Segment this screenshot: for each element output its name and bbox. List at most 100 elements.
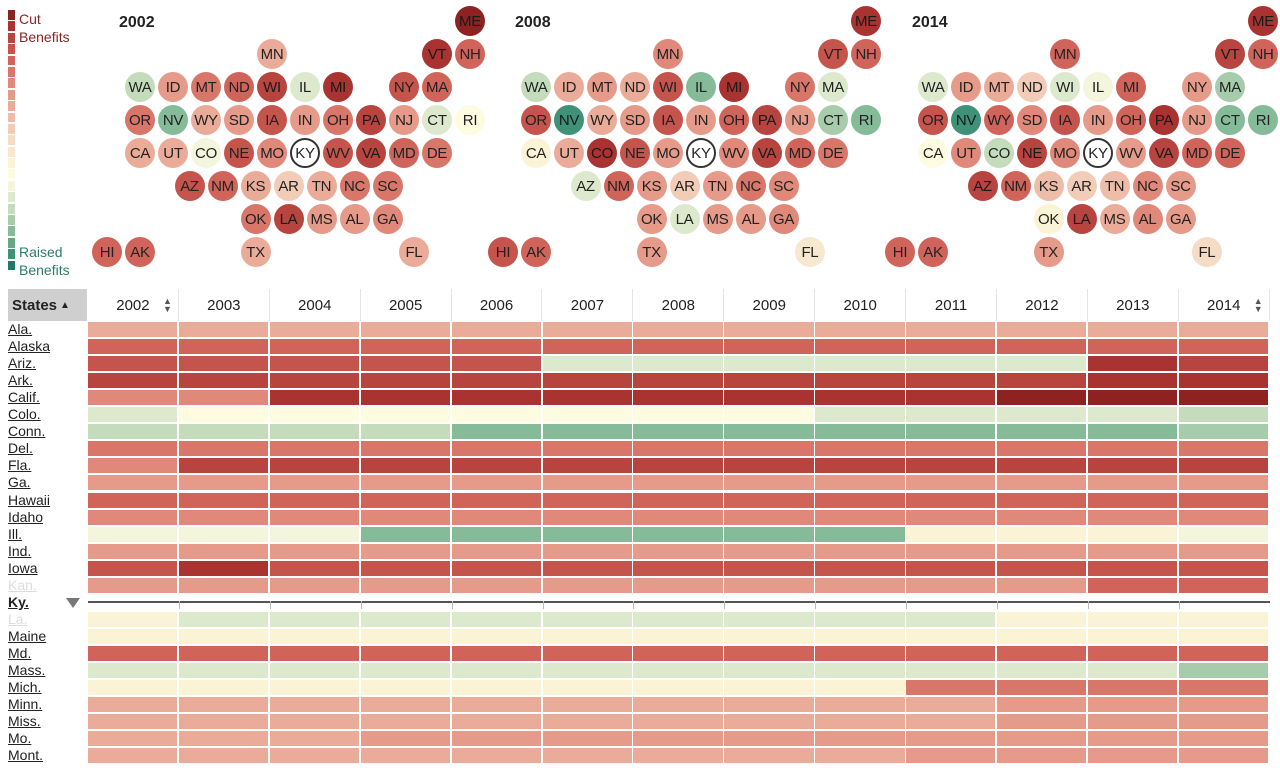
state-tile-nv[interactable]: NV [554,105,584,135]
state-tile-ak[interactable]: AK [521,237,551,267]
state-tile-az[interactable]: AZ [570,171,601,201]
state-tile-la[interactable]: LA [669,204,700,234]
state-tile-co[interactable]: CO [191,138,221,168]
state-tile-wi[interactable]: WI [1050,72,1080,102]
year-header-2006[interactable]: 2006 [452,289,543,321]
state-row-label[interactable]: Minn. [8,696,43,713]
state-tile-me[interactable]: ME [1248,6,1278,36]
state-tile-fl[interactable]: FL [794,237,825,267]
state-tile-mt[interactable]: MT [587,72,617,102]
state-tile-ms[interactable]: MS [1099,204,1130,234]
state-tile-ok[interactable]: OK [240,204,271,234]
state-tile-wi[interactable]: WI [653,72,683,102]
state-tile-nj[interactable]: NJ [389,105,419,135]
state-tile-id[interactable]: ID [554,72,584,102]
state-tile-wa[interactable]: WA [125,72,155,102]
state-tile-in[interactable]: IN [290,105,320,135]
state-tile-wy[interactable]: WY [984,105,1014,135]
state-tile-tx[interactable]: TX [636,237,667,267]
state-tile-in[interactable]: IN [686,105,716,135]
state-row-label[interactable]: Iowa [8,559,38,576]
state-tile-ia[interactable]: IA [653,105,683,135]
state-tile-va[interactable]: VA [1149,138,1179,168]
state-tile-la[interactable]: LA [1066,204,1097,234]
state-tile-nv[interactable]: NV [158,105,188,135]
state-tile-or[interactable]: OR [918,105,948,135]
state-tile-ma[interactable]: MA [422,72,452,102]
state-tile-ok[interactable]: OK [636,204,667,234]
state-tile-ia[interactable]: IA [257,105,287,135]
state-tile-va[interactable]: VA [356,138,386,168]
year-header-2011[interactable]: 2011 [906,289,997,321]
state-tile-de[interactable]: DE [1215,138,1245,168]
state-tile-ca[interactable]: CA [125,138,155,168]
state-row-label[interactable]: Ark. [8,372,33,389]
state-tile-nh[interactable]: NH [851,39,881,69]
state-tile-ky[interactable]: KY [1083,138,1113,168]
state-tile-mo[interactable]: MO [257,138,287,168]
year-header-2003[interactable]: 2003 [179,289,270,321]
state-tile-me[interactable]: ME [851,6,881,36]
state-tile-al[interactable]: AL [339,204,370,234]
state-tile-sc[interactable]: SC [1165,171,1196,201]
year-header-2004[interactable]: 2004 [270,289,361,321]
year-header-2005[interactable]: 2005 [361,289,452,321]
state-tile-ga[interactable]: GA [1165,204,1196,234]
state-tile-wv[interactable]: WV [719,138,749,168]
state-tile-ri[interactable]: RI [455,105,485,135]
state-tile-nm[interactable]: NM [603,171,634,201]
state-tile-oh[interactable]: OH [1116,105,1146,135]
state-row-label[interactable]: Ga. [8,474,31,491]
state-tile-wv[interactable]: WV [323,138,353,168]
state-tile-ri[interactable]: RI [851,105,881,135]
state-tile-ne[interactable]: NE [1017,138,1047,168]
state-tile-ks[interactable]: KS [636,171,667,201]
state-tile-wy[interactable]: WY [587,105,617,135]
state-tile-sc[interactable]: SC [372,171,403,201]
state-tile-ny[interactable]: NY [389,72,419,102]
states-sort-header[interactable]: States ▲ [8,289,87,321]
state-tile-va[interactable]: VA [752,138,782,168]
state-tile-mi[interactable]: MI [1116,72,1146,102]
state-row-label[interactable]: Md. [8,644,32,661]
state-tile-hi[interactable]: HI [488,237,518,267]
state-tile-de[interactable]: DE [818,138,848,168]
state-tile-id[interactable]: ID [951,72,981,102]
state-tile-ky[interactable]: KY [686,138,716,168]
state-tile-ks[interactable]: KS [240,171,271,201]
state-row-label[interactable]: Mass. [8,662,46,678]
state-row-label[interactable]: Mont. [8,747,44,764]
state-tile-ar[interactable]: AR [669,171,700,201]
state-tile-la[interactable]: LA [273,204,304,234]
state-row-label[interactable]: Ala. [8,321,33,337]
state-tile-mn[interactable]: MN [257,39,287,69]
state-tile-pa[interactable]: PA [356,105,386,135]
state-tile-pa[interactable]: PA [752,105,782,135]
state-tile-ne[interactable]: NE [620,138,650,168]
state-tile-fl[interactable]: FL [1191,237,1222,267]
state-tile-tx[interactable]: TX [240,237,271,267]
state-tile-ut[interactable]: UT [554,138,584,168]
state-tile-ut[interactable]: UT [951,138,981,168]
state-tile-ak[interactable]: AK [125,237,155,267]
state-tile-nj[interactable]: NJ [1182,105,1212,135]
state-tile-ms[interactable]: MS [306,204,337,234]
state-tile-ny[interactable]: NY [1182,72,1212,102]
state-row-label[interactable]: Ind. [8,542,32,559]
state-tile-ri[interactable]: RI [1248,105,1278,135]
state-tile-hi[interactable]: HI [885,237,915,267]
state-row-label[interactable]: Ky. [8,593,29,610]
state-tile-sd[interactable]: SD [620,105,650,135]
state-tile-mi[interactable]: MI [719,72,749,102]
year-header-2014[interactable]: 2014 ▲ ▼ [1179,289,1270,321]
state-tile-co[interactable]: CO [587,138,617,168]
state-tile-mn[interactable]: MN [653,39,683,69]
state-tile-nv[interactable]: NV [951,105,981,135]
state-row-label[interactable]: Mich. [8,679,42,696]
state-tile-ny[interactable]: NY [785,72,815,102]
state-tile-sd[interactable]: SD [224,105,254,135]
state-tile-vt[interactable]: VT [422,39,452,69]
state-tile-pa[interactable]: PA [1149,105,1179,135]
state-tile-nm[interactable]: NM [1000,171,1031,201]
state-tile-sc[interactable]: SC [768,171,799,201]
